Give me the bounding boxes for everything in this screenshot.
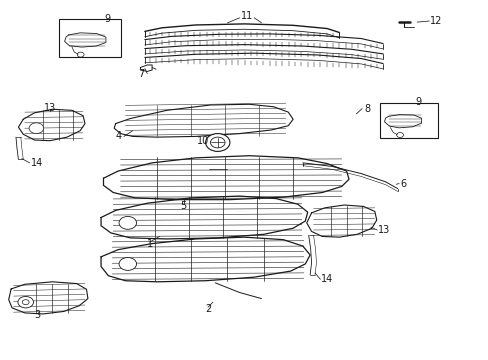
Circle shape bbox=[119, 216, 136, 229]
Text: 12: 12 bbox=[429, 16, 442, 26]
Text: 13: 13 bbox=[44, 103, 56, 113]
Circle shape bbox=[18, 296, 33, 308]
Polygon shape bbox=[101, 237, 309, 282]
Text: 10: 10 bbox=[197, 136, 209, 147]
Text: 14: 14 bbox=[321, 274, 333, 284]
Polygon shape bbox=[103, 156, 348, 200]
Text: 9: 9 bbox=[415, 97, 421, 107]
Text: 3: 3 bbox=[35, 310, 41, 320]
Polygon shape bbox=[306, 205, 376, 237]
Circle shape bbox=[205, 134, 229, 152]
Text: 7: 7 bbox=[138, 68, 144, 78]
Circle shape bbox=[29, 123, 43, 134]
Text: 9: 9 bbox=[104, 14, 110, 23]
Text: 2: 2 bbox=[204, 303, 211, 314]
Text: 14: 14 bbox=[30, 158, 43, 168]
Text: 4: 4 bbox=[116, 131, 122, 141]
Polygon shape bbox=[101, 196, 307, 239]
Text: 6: 6 bbox=[399, 179, 406, 189]
Text: 11: 11 bbox=[240, 12, 252, 21]
Text: 1: 1 bbox=[146, 239, 152, 249]
Text: 13: 13 bbox=[377, 225, 389, 235]
Circle shape bbox=[119, 257, 136, 270]
Text: 5: 5 bbox=[180, 201, 186, 211]
Polygon shape bbox=[9, 282, 88, 314]
Text: 8: 8 bbox=[364, 104, 369, 113]
Polygon shape bbox=[64, 33, 106, 47]
Polygon shape bbox=[140, 65, 152, 71]
Polygon shape bbox=[114, 104, 292, 137]
Polygon shape bbox=[19, 109, 85, 141]
FancyBboxPatch shape bbox=[379, 103, 437, 138]
FancyBboxPatch shape bbox=[59, 19, 121, 57]
Polygon shape bbox=[384, 114, 421, 128]
